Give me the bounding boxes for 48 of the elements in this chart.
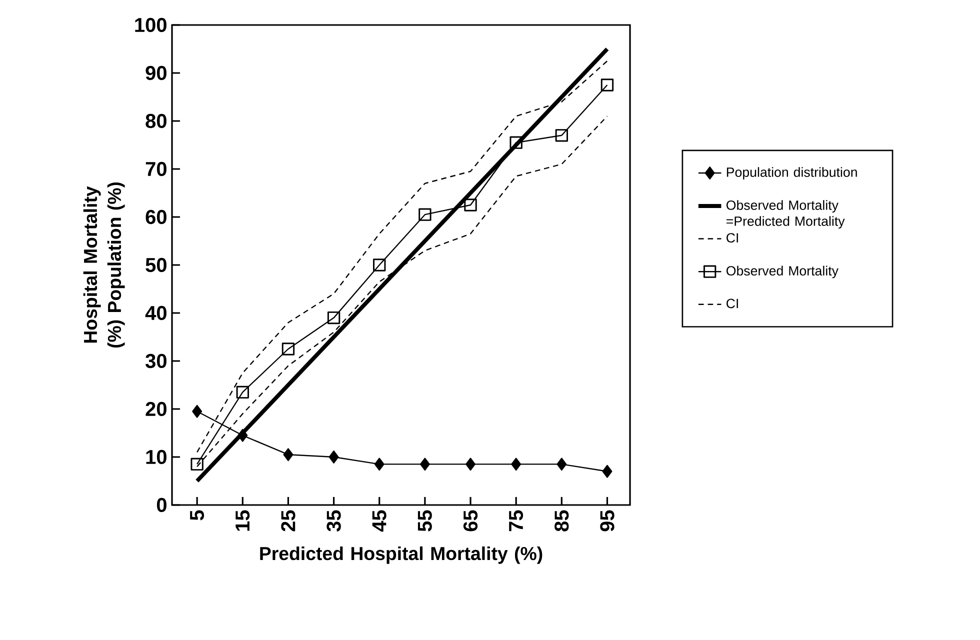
point [238, 428, 248, 442]
y-tick-label: 50 [146, 258, 166, 272]
point [418, 208, 432, 221]
y-tick-label: 20 [146, 402, 166, 416]
y-tick-label: 60 [146, 210, 166, 224]
point [556, 458, 567, 471]
point [328, 450, 339, 464]
point [327, 311, 340, 324]
x-tick-label: 75 [509, 510, 524, 532]
legend-label: CI [726, 233, 738, 243]
x-tick-label: 85 [554, 510, 569, 532]
point [555, 129, 568, 142]
point [511, 458, 522, 471]
y-tick-label: 40 [145, 306, 166, 320]
point [283, 448, 294, 462]
x-tick-label: 55 [418, 510, 432, 532]
x-tick-label: 25 [281, 510, 296, 532]
legend-label: CI [726, 298, 738, 308]
y-tick-label: 80 [146, 114, 166, 128]
point [373, 258, 386, 272]
y-axis-title: Hospital Mortality (%) Population (%) [83, 182, 125, 348]
point [510, 136, 522, 149]
point [602, 464, 612, 478]
point [192, 404, 202, 418]
x-tick-label: 45 [372, 510, 386, 532]
x-tick-label: 15 [236, 510, 250, 531]
x-axis-title: Predicted Hospital Mortality (%) [260, 546, 542, 564]
y-tick-label: 90 [146, 66, 166, 80]
point [190, 458, 204, 471]
point [600, 78, 614, 92]
x-tick-label: 35 [326, 510, 341, 532]
point [282, 342, 295, 356]
y-tick-label: 0 [156, 498, 166, 512]
point [236, 386, 249, 399]
point [464, 198, 477, 212]
y-tick-label: 10 [146, 450, 166, 464]
x-tick-label: 95 [600, 510, 614, 532]
legend-label: Population distribution [726, 167, 857, 180]
legend-label: Observed Mortality =Predicted Mortality [726, 200, 845, 229]
x-tick-label: 5 [190, 510, 204, 520]
point [466, 458, 476, 471]
x-tick-label: 65 [463, 510, 478, 532]
legend-label: Observed Mortality [726, 266, 838, 278]
y-tick-label: 70 [146, 162, 166, 176]
point [420, 458, 430, 471]
point [374, 458, 384, 471]
y-tick-label: 100 [135, 18, 166, 32]
y-tick-label: 30 [146, 354, 166, 368]
